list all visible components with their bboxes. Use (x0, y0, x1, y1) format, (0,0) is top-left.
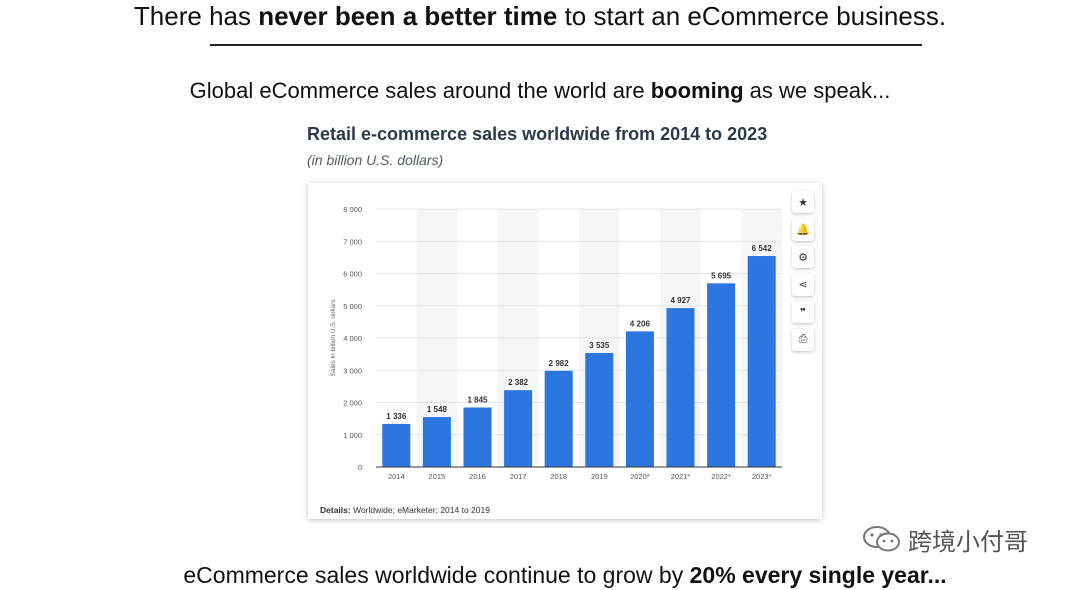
bar-2018 (544, 370, 573, 467)
bottomline-text: eCommerce sales worldwide continue to gr… (183, 562, 690, 588)
x-tick-label: 2015 (429, 472, 446, 481)
data-label: 6 542 (752, 244, 773, 253)
x-tick-label: 2021* (671, 472, 691, 481)
headline-text-2: to start an eCommerce business. (557, 1, 947, 31)
print-icon: ⎙ (798, 333, 808, 345)
x-tick-label: 2019 (591, 472, 608, 481)
bar-chart: 0 1 000 2 000 3 000 4 000 5 000 6 000 7 000 8 00… (330, 205, 782, 481)
data-label: 5 695 (711, 271, 732, 280)
headline-bold: never been a better time (258, 1, 558, 31)
data-label: 1 548 (427, 405, 448, 414)
y-tick-label: 2 000 (343, 399, 362, 408)
print-button[interactable]: ⎙ (792, 328, 814, 351)
bar-2015 (422, 417, 451, 467)
x-tick-label: 2016 (469, 472, 486, 481)
data-label: 2 982 (549, 359, 570, 368)
subline-text-2: as we speak... (743, 78, 891, 103)
subline-bold: booming (650, 78, 744, 103)
headline-divider (210, 44, 922, 46)
subline: Global eCommerce sales around the world … (0, 76, 1080, 106)
data-label: 3 535 (589, 341, 610, 350)
bar-2014 (382, 423, 411, 467)
share-button[interactable]: ⋖ (792, 273, 814, 296)
bar-2019 (585, 352, 614, 467)
gear-icon: ⚙ (798, 251, 808, 264)
bottomline: eCommerce sales worldwide continue to gr… (0, 560, 1080, 590)
bar-2016 (463, 407, 492, 467)
chart-title: Retail e-commerce sales worldwide from 2… (307, 124, 768, 144)
bell-icon: 🔔 (796, 224, 810, 236)
y-tick-label: 0 (358, 463, 362, 472)
quote-icon: ❞ (800, 306, 806, 319)
x-tick-label: 2023* (752, 472, 772, 481)
bar-2022 (707, 283, 736, 467)
data-label: 1 845 (467, 395, 488, 404)
x-tick-label: 2022* (711, 472, 731, 481)
x-tick-label: 2020* (630, 472, 650, 481)
watermark: 跨境小付哥 (862, 522, 1028, 556)
y-tick-label: 8 000 (343, 205, 362, 214)
quote-button[interactable]: ❞ (792, 301, 814, 323)
y-tick-label: 4 000 (343, 334, 362, 343)
share-icon: ⋖ (798, 279, 808, 291)
y-axis-label: Sales in billion U.S. dollars (330, 299, 337, 377)
y-tick-label: 6 000 (343, 270, 362, 279)
chart-details: Details: Worldwide; eMarketer; 2014 to 2… (320, 505, 490, 515)
watermark-text: 跨境小付哥 (908, 528, 1028, 556)
y-tick-label: 5 000 (343, 302, 362, 311)
y-tick-label: 3 000 (343, 366, 362, 375)
chart-subtitle: (in billion U.S. dollars) (307, 152, 444, 168)
star-icon: ★ (798, 196, 808, 209)
data-label: 4 206 (630, 319, 651, 328)
wechat-icon (863, 526, 900, 552)
x-tick-label: 2017 (510, 472, 527, 481)
star-button[interactable]: ★ (792, 191, 814, 213)
headline-text-1: There has (133, 1, 259, 31)
x-tick-label: 2014 (388, 472, 405, 481)
bell-button[interactable]: 🔔 (792, 218, 814, 241)
y-tick-label: 1 000 (343, 431, 362, 440)
bar-2021 (666, 308, 695, 467)
bar-2017 (504, 390, 533, 467)
chart-toolbar: ★ 🔔 ⚙ ⋖ ❞ ⎙ (792, 191, 814, 356)
y-tick-label: 7 000 (343, 237, 362, 246)
gear-button[interactable]: ⚙ (792, 246, 814, 268)
data-label: 2 382 (508, 378, 529, 387)
bottomline-bold: 20% every single year... (689, 562, 947, 588)
data-label: 1 336 (386, 412, 407, 421)
subline-text-1: Global eCommerce sales around the world … (189, 78, 651, 103)
x-tick-label: 2018 (550, 472, 567, 481)
headline: There has never been a better time to st… (0, 0, 1080, 32)
chart-details-text: Worldwide; eMarketer; 2014 to 2019 (350, 505, 490, 515)
data-label: 4 927 (670, 296, 691, 305)
bar-2023 (747, 256, 776, 467)
bar-2020 (625, 331, 654, 467)
chart-card: 0 1 000 2 000 3 000 4 000 5 000 6 000 7 000 8 00… (308, 183, 822, 519)
chart-details-label: Details: (320, 505, 351, 515)
